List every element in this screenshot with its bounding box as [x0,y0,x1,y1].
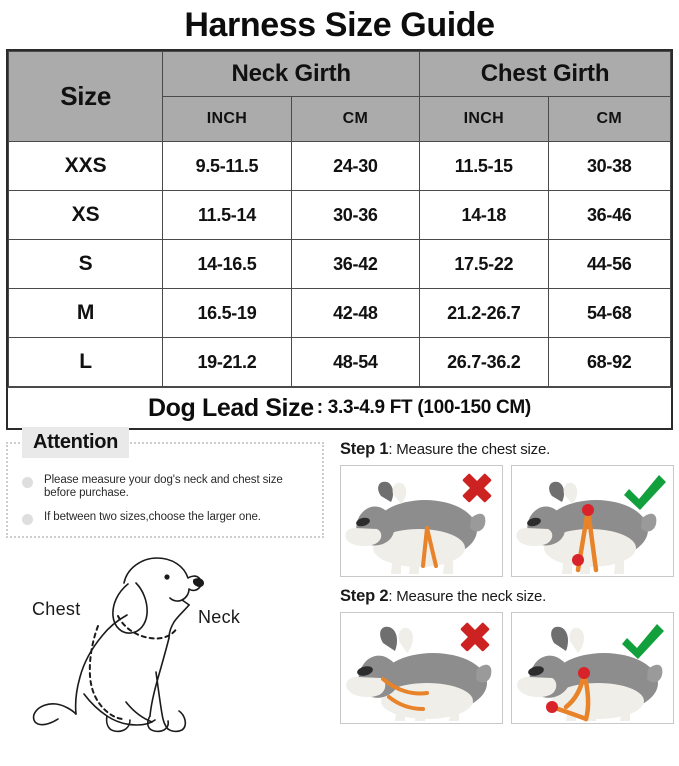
bullet-icon [22,477,33,488]
table-row: XS 11.5-14 30-36 14-18 36-46 [7,190,671,240]
cell-chest-cm: 54-68 [547,288,671,338]
step-2-block: Step 2: Measure the neck size. [340,587,674,724]
step-2-title: Step 2: Measure the neck size. [340,587,674,606]
list-item: Please measure your dog's neck and chest… [22,474,312,500]
cell-size: XS [7,190,164,240]
cell-neck-cm: 30-36 [290,190,421,240]
step-2-correct-photo [511,612,674,724]
measuring-tape-icon [381,677,429,711]
cell-chest-inch: 11.5-15 [419,141,549,191]
page-title: Harness Size Guide [184,6,495,44]
table-header: Size Neck Girth Chest Girth INCH CM INCH… [7,51,671,142]
bullet-icon [22,514,33,525]
step-1-text: : Measure the chest size. [388,441,551,458]
attention-note-list: Please measure your dog's neck and chest… [8,444,322,525]
cell-chest-inch: 17.5-22 [419,239,549,289]
right-column: Step 1: Measure the chest size. [324,440,674,738]
cell-neck-inch: 14-16.5 [162,239,292,289]
lower-section: Attention Please measure your dog's neck… [0,427,679,738]
cell-chest-inch: 26.7-36.2 [419,337,549,387]
neck-label: Neck [198,607,241,627]
table-header-row-groups: Size Neck Girth Chest Girth [7,51,671,142]
cell-neck-cm: 36-42 [290,239,421,289]
measure-point-dot [572,554,584,566]
measuring-tape-icon [421,526,438,568]
chest-label: Chest [32,599,81,619]
cross-icon [462,473,492,503]
list-item: If between two sizes,choose the larger o… [22,511,312,525]
dog-lead-size-value: : 3.3-4.9 FT (100-150 CM) [316,397,532,418]
dog-lead-size-row: Dog Lead Size: 3.3-4.9 FT (100-150 CM) [6,387,673,430]
step-2-number: Step 2 [340,587,389,605]
header-chest-inch: INCH [419,96,549,142]
header-size: Size [7,51,164,142]
attention-note-text: Please measure your dog's neck and chest… [44,474,283,499]
cell-size: S [7,239,164,289]
table-body: XXS 9.5-11.5 24-30 11.5-15 30-38 XS 11.5… [7,141,671,387]
cell-size: M [7,288,164,338]
cell-neck-inch: 9.5-11.5 [162,141,292,191]
cell-size: L [7,337,164,387]
left-column: Attention Please measure your dog's neck… [6,427,324,738]
cell-neck-cm: 24-30 [290,141,421,191]
header-neck-cm: CM [290,96,421,142]
step-1-correct-photo [511,465,674,577]
check-icon [622,624,664,659]
cell-neck-inch: 19-21.2 [162,337,292,387]
cell-chest-cm: 68-92 [547,337,671,387]
cell-chest-cm: 36-46 [547,190,671,240]
neck-measure-line [117,615,178,640]
cell-neck-inch: 16.5-19 [162,288,292,338]
cell-neck-inch: 11.5-14 [162,190,292,240]
cell-neck-cm: 42-48 [290,288,421,338]
header-chest-cm: CM [547,96,671,142]
step-2-panels [340,612,674,724]
cross-icon [460,622,490,652]
step-1-number: Step 1 [340,440,389,458]
attention-heading: Attention [22,427,130,458]
cell-chest-inch: 14-18 [419,190,549,240]
step-1-incorrect-photo [340,465,503,577]
dog-line-art-icon [32,557,204,733]
attention-note-text: If between two sizes,choose the larger o… [44,511,261,523]
step-1-panels [340,465,674,577]
attention-box: Attention Please measure your dog's neck… [6,427,324,538]
cell-neck-cm: 48-54 [290,337,421,387]
cell-chest-cm: 30-38 [547,141,671,191]
dog-measurement-diagram: Chest Neck [6,542,324,738]
table-row: L 19-21.2 48-54 26.7-36.2 68-92 [7,337,671,387]
step-2-text: : Measure the neck size. [388,588,547,605]
table-row: M 16.5-19 42-48 21.2-26.7 54-68 [7,288,671,338]
step-2-incorrect-photo [340,612,503,724]
size-table: Size Neck Girth Chest Girth INCH CM INCH… [7,51,671,387]
cell-chest-cm: 44-56 [547,239,671,289]
header-neck-inch: INCH [162,96,292,142]
header-chest-girth: Chest Girth [419,51,671,97]
table-row: S 14-16.5 36-42 17.5-22 44-56 [7,239,671,289]
size-table-container: Size Neck Girth Chest Girth INCH CM INCH… [6,49,673,387]
measure-point-dot [578,667,590,679]
dog-lead-size-label: Dog Lead Size [148,393,314,422]
check-icon [624,475,666,510]
header-neck-girth: Neck Girth [162,51,421,97]
cell-size: XXS [7,141,164,191]
cell-chest-inch: 21.2-26.7 [419,288,549,338]
step-1-block: Step 1: Measure the chest size. [340,440,674,577]
step-1-title: Step 1: Measure the chest size. [340,440,674,459]
measure-point-dot [546,701,558,713]
measure-point-dot [582,504,594,516]
table-row: XXS 9.5-11.5 24-30 11.5-15 30-38 [7,141,671,191]
table-header-row-units: INCH CM INCH CM [9,96,671,142]
chest-measure-line [88,625,123,720]
